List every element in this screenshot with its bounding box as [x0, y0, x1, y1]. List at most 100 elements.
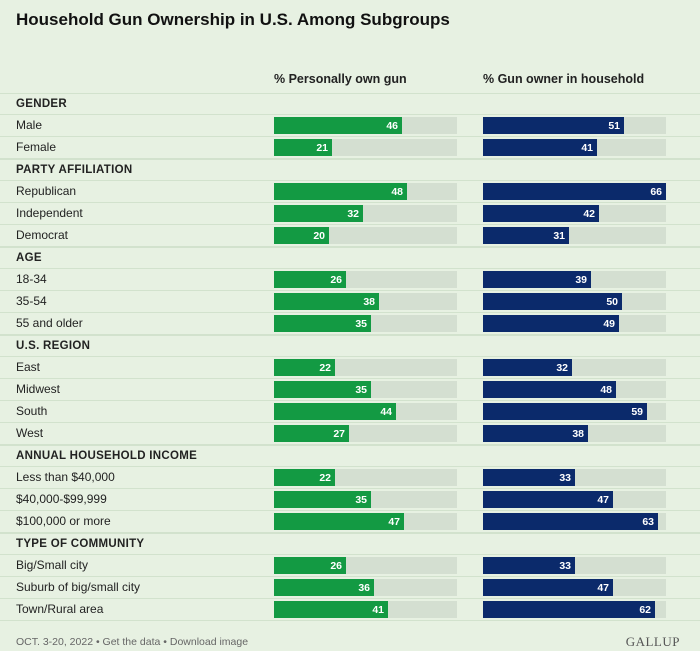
data-row: Midwest 35 48 — [0, 379, 700, 401]
bar-value-household: 39 — [575, 274, 587, 286]
bar-value-household: 32 — [556, 362, 568, 374]
bar-value-own: 22 — [319, 472, 331, 484]
category-label: Independent — [16, 206, 83, 220]
bar-value-household: 47 — [597, 494, 609, 506]
bar-track-household: 47 — [483, 491, 666, 508]
bar-value-own: 20 — [313, 230, 325, 242]
data-row: East 22 32 — [0, 357, 700, 379]
bar-own: 44 — [274, 403, 396, 420]
bar-value-household: 38 — [572, 428, 584, 440]
bar-household: 38 — [483, 425, 588, 442]
bar-value-own: 35 — [355, 494, 367, 506]
bar-own: 22 — [274, 469, 335, 486]
category-label: Democrat — [16, 228, 69, 242]
chart-title: Household Gun Ownership in U.S. Among Su… — [16, 10, 450, 29]
data-row: $100,000 or more 47 63 — [0, 511, 700, 533]
category-label: Big/Small city — [16, 558, 89, 572]
bar-household: 51 — [483, 117, 624, 134]
data-row: Male 46 51 — [0, 115, 700, 137]
bar-value-own: 26 — [330, 274, 342, 286]
bar-track-household: 38 — [483, 425, 666, 442]
bar-value-household: 49 — [603, 318, 615, 330]
category-label: Midwest — [16, 382, 61, 396]
group-label: GENDER — [16, 98, 68, 110]
data-row: West 27 38 — [0, 423, 700, 445]
category-label: 18-34 — [16, 272, 47, 286]
bar-value-own: 21 — [316, 142, 328, 154]
category-label: $100,000 or more — [16, 514, 111, 528]
data-row: 18-34 26 39 — [0, 269, 700, 291]
group-label: U.S. REGION — [16, 340, 91, 352]
data-row: Town/Rural area 41 62 — [0, 599, 700, 621]
bar-household: 63 — [483, 513, 658, 530]
bar-own: 21 — [274, 139, 332, 156]
bar-track-own: 36 — [274, 579, 457, 596]
group-header: PARTY AFFILIATION — [0, 159, 700, 181]
bar-value-household: 33 — [559, 560, 571, 572]
category-label: West — [16, 426, 44, 440]
group-header: GENDER — [0, 93, 700, 115]
bar-own: 48 — [274, 183, 407, 200]
bar-track-own: 35 — [274, 381, 457, 398]
bar-track-own: 32 — [274, 205, 457, 222]
bar-track-household: 39 — [483, 271, 666, 288]
bar-own: 38 — [274, 293, 379, 310]
bar-value-own: 27 — [333, 428, 345, 440]
bar-own: 32 — [274, 205, 363, 222]
data-row: Suburb of big/small city 36 47 — [0, 577, 700, 599]
series-header-own: % Personally own gun — [274, 72, 407, 86]
bar-household: 62 — [483, 601, 655, 618]
bar-track-own: 35 — [274, 315, 457, 332]
bar-value-household: 59 — [631, 406, 643, 418]
group-header: U.S. REGION — [0, 335, 700, 357]
bar-household: 32 — [483, 359, 572, 376]
bar-track-household: 47 — [483, 579, 666, 596]
bar-value-household: 42 — [583, 208, 595, 220]
bar-value-household: 66 — [650, 186, 662, 198]
bar-own: 47 — [274, 513, 404, 530]
bar-track-household: 42 — [483, 205, 666, 222]
bar-household: 47 — [483, 579, 613, 596]
bar-track-own: 46 — [274, 117, 457, 134]
bar-own: 35 — [274, 315, 371, 332]
category-label: 35-54 — [16, 294, 47, 308]
bar-value-household: 31 — [553, 230, 565, 242]
bar-track-household: 41 — [483, 139, 666, 156]
bar-household: 39 — [483, 271, 591, 288]
data-row: Big/Small city 26 33 — [0, 555, 700, 577]
category-label: East — [16, 360, 41, 374]
bar-own: 22 — [274, 359, 335, 376]
data-row: Less than $40,000 22 33 — [0, 467, 700, 489]
bar-value-own: 32 — [347, 208, 359, 220]
bar-track-own: 26 — [274, 271, 457, 288]
category-label: $40,000-$99,999 — [16, 492, 107, 506]
bar-track-household: 63 — [483, 513, 666, 530]
bar-track-household: 31 — [483, 227, 666, 244]
bar-household: 50 — [483, 293, 622, 310]
bar-household: 48 — [483, 381, 616, 398]
bar-track-own: 21 — [274, 139, 457, 156]
category-label: Male — [16, 118, 43, 132]
bar-value-household: 47 — [597, 582, 609, 594]
bar-track-own: 27 — [274, 425, 457, 442]
bar-household: 41 — [483, 139, 597, 156]
bar-value-household: 41 — [581, 142, 593, 154]
data-row: 55 and older 35 49 — [0, 313, 700, 335]
bar-track-own: 22 — [274, 469, 457, 486]
bar-value-household: 62 — [639, 604, 651, 616]
bar-value-own: 26 — [330, 560, 342, 572]
bar-own: 36 — [274, 579, 374, 596]
category-label: Town/Rural area — [16, 602, 104, 616]
group-header: AGE — [0, 247, 700, 269]
bar-value-own: 41 — [372, 604, 384, 616]
bar-value-household: 50 — [606, 296, 618, 308]
group-label: AGE — [16, 252, 42, 264]
bar-value-own: 47 — [388, 516, 400, 528]
bar-track-own: 26 — [274, 557, 457, 574]
bar-own: 27 — [274, 425, 349, 442]
bar-value-own: 48 — [391, 186, 403, 198]
bar-household: 66 — [483, 183, 666, 200]
data-row: Independent 32 42 — [0, 203, 700, 225]
bar-track-household: 66 — [483, 183, 666, 200]
bar-household: 49 — [483, 315, 619, 332]
